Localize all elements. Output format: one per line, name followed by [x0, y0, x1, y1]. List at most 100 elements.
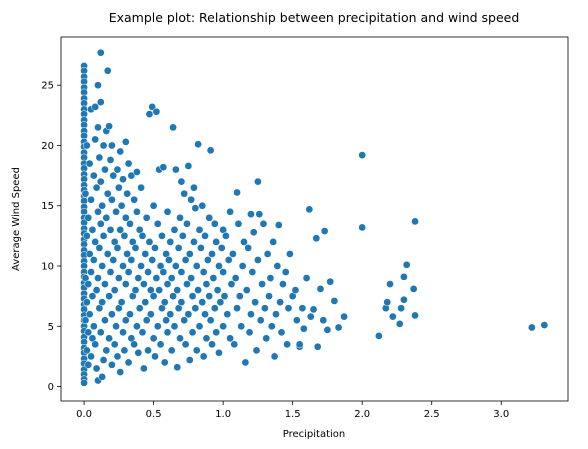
data-point — [299, 324, 308, 333]
data-point — [152, 274, 161, 282]
data-point — [160, 358, 169, 367]
x-axis-ticks: 0.0 0.5 1.0 1.5 2.0 2.5 3.0 — [76, 401, 509, 420]
data-point — [358, 223, 367, 232]
data-point — [149, 334, 158, 343]
data-point — [180, 316, 189, 325]
data-point — [110, 286, 119, 294]
data-point — [133, 207, 141, 216]
data-point — [103, 250, 112, 258]
data-point — [176, 213, 184, 222]
data-point — [266, 274, 275, 282]
data-point — [84, 328, 93, 337]
data-point — [113, 165, 122, 174]
data-point — [108, 360, 116, 369]
data-point — [388, 312, 397, 321]
data-point — [316, 285, 325, 293]
data-point — [190, 238, 198, 246]
data-point — [313, 342, 322, 351]
data-point — [94, 207, 102, 216]
data-point — [312, 234, 321, 243]
data-point — [279, 280, 287, 288]
data-point — [80, 379, 88, 387]
data-point — [124, 159, 133, 168]
data-point — [149, 201, 158, 210]
data-point — [183, 280, 191, 288]
data-point — [141, 298, 150, 307]
data-point — [149, 292, 158, 300]
data-point — [156, 340, 165, 349]
data-point — [94, 123, 102, 132]
data-point — [180, 189, 189, 198]
axes-frame — [60, 36, 569, 402]
data-point — [181, 256, 190, 264]
data-point — [216, 298, 225, 307]
data-point — [92, 183, 101, 192]
data-point — [386, 280, 394, 288]
data-point — [188, 328, 197, 337]
data-point — [83, 232, 91, 240]
data-point — [98, 298, 107, 307]
data-point — [231, 274, 240, 282]
data-point — [110, 340, 119, 349]
data-point — [123, 189, 132, 198]
data-point — [133, 168, 141, 176]
data-point — [94, 81, 102, 90]
data-point — [101, 165, 109, 174]
data-point — [127, 171, 136, 180]
data-point — [237, 322, 246, 331]
data-point — [191, 204, 200, 212]
data-point — [134, 274, 143, 282]
data-point — [163, 280, 172, 288]
data-point — [108, 310, 116, 319]
data-point — [174, 244, 183, 252]
data-point — [172, 165, 180, 174]
y-axis-label: Average Wind Speed — [11, 167, 22, 271]
data-point — [240, 238, 248, 246]
data-point — [141, 250, 150, 258]
data-point — [178, 232, 187, 240]
data-point — [163, 207, 172, 216]
data-point — [131, 244, 140, 252]
data-point — [109, 256, 118, 264]
data-point — [201, 310, 209, 319]
data-point — [109, 171, 118, 180]
chart-title: Example plot: Relationship between preci… — [109, 10, 520, 25]
data-point — [115, 183, 123, 192]
data-point — [227, 280, 236, 288]
data-point — [81, 189, 90, 198]
data-point — [358, 151, 367, 159]
data-point — [319, 316, 328, 325]
data-point — [305, 205, 314, 214]
data-point — [281, 268, 290, 276]
data-point — [92, 364, 101, 373]
data-point — [170, 322, 179, 331]
data-point — [117, 201, 126, 210]
data-point — [145, 110, 154, 118]
data-point — [167, 274, 176, 282]
data-point — [106, 268, 115, 276]
data-point — [272, 310, 280, 319]
data-point — [206, 146, 215, 155]
data-point — [181, 340, 190, 349]
data-point — [121, 316, 130, 325]
y-tick-label: 20 — [41, 141, 54, 152]
y-tick-label: 0 — [48, 382, 54, 393]
y-tick-label: 25 — [41, 81, 54, 92]
data-point — [106, 156, 115, 164]
data-point — [234, 219, 243, 228]
data-point — [199, 352, 208, 361]
data-point — [108, 195, 116, 204]
data-point — [140, 280, 148, 288]
data-point — [187, 274, 196, 282]
data-point — [242, 286, 251, 294]
data-point — [540, 321, 549, 329]
data-point — [116, 226, 125, 234]
data-point — [226, 207, 234, 216]
data-point — [120, 346, 129, 355]
data-point — [244, 244, 253, 252]
data-point — [258, 280, 266, 288]
data-point — [219, 268, 227, 276]
data-point — [165, 256, 173, 264]
